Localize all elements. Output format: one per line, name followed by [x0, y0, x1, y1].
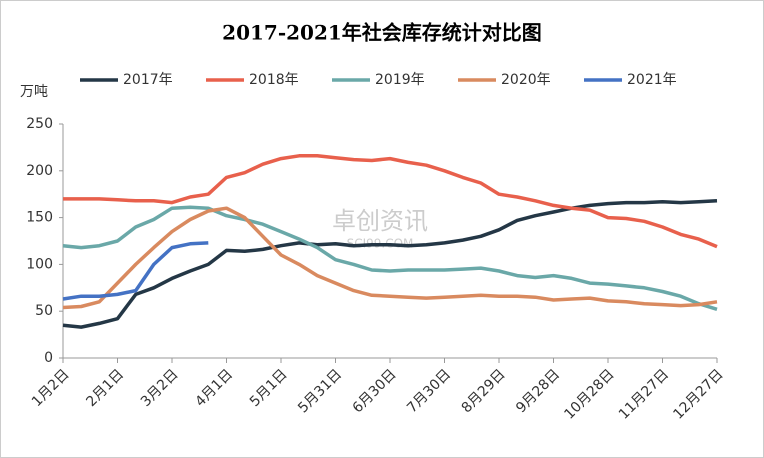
- y-tick-label: 150: [26, 210, 53, 226]
- y-tick-label: 0: [44, 350, 53, 366]
- series-line: [62, 241, 209, 301]
- y-tick-label: 100: [26, 256, 53, 272]
- legend-label: 2017年: [123, 72, 173, 88]
- chart-title: 2017-2021年社会库存统计对比图: [222, 21, 542, 45]
- series-line: [62, 199, 718, 329]
- y-axis-label: 万吨: [20, 84, 48, 100]
- series-line: [63, 154, 718, 249]
- legend-label: 2021年: [627, 72, 677, 88]
- legend-label: 2019年: [375, 72, 425, 88]
- y-tick-label: 50: [35, 303, 53, 319]
- series-line: [62, 205, 718, 311]
- legend-label: 2020年: [501, 72, 551, 88]
- y-tick-label: 200: [26, 163, 53, 179]
- watermark: 卓创资讯: [332, 207, 428, 235]
- series-line: [62, 206, 718, 310]
- legend-label: 2018年: [249, 72, 299, 88]
- y-tick-label: 250: [26, 116, 53, 132]
